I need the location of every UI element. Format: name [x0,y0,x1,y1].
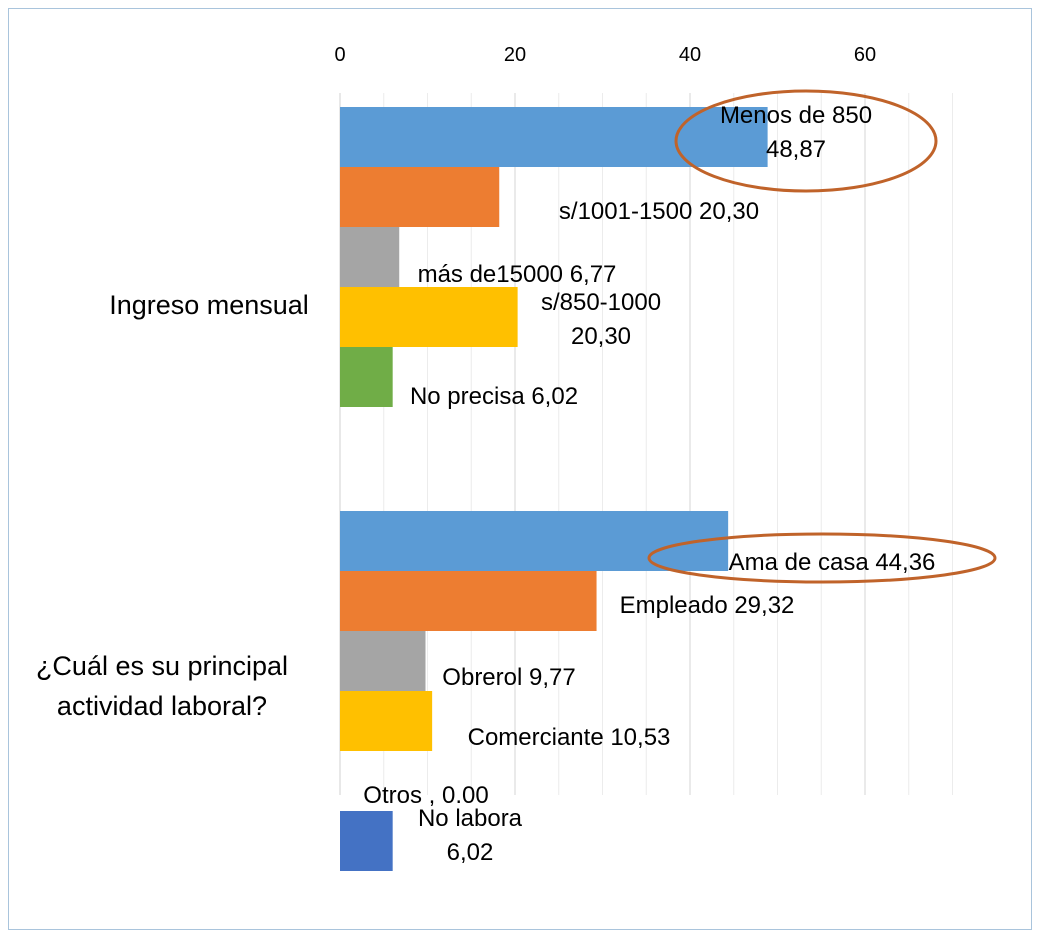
data-label: No labora 6,02 [418,805,523,866]
bar [340,227,400,287]
chart-frame: 0 20 40 60 Ingreso mensual Menos de 850 48,87 s… [8,8,1032,930]
category-label: ¿Cuál es su principal actividad laboral? [36,651,288,721]
bar [340,811,393,871]
bar [340,167,500,227]
data-label: s/1001-1500 20,30 [559,198,759,225]
data-label: Ama de casa 44,36 [729,549,936,576]
data-label: s/850-1000 20,30 [541,289,661,350]
data-label: No precisa 6,02 [410,383,578,410]
data-label: Menos de 850 48,87 [720,102,872,163]
bar [340,631,426,691]
bar [340,347,393,407]
bar [340,691,433,751]
data-label: Empleado 29,32 [620,592,795,619]
data-label: Comerciante 10,53 [468,724,671,751]
x-tick-label: 20 [504,44,526,66]
bar-chart: 0 20 40 60 Ingreso mensual Menos de 850 48,87 s… [36,44,997,871]
highlight-ellipse [647,532,997,584]
data-label: más de15000 6,77 [418,261,617,288]
data-label: Otros , 0.00 [363,782,488,809]
x-tick-label: 0 [334,44,345,66]
bar [340,511,729,571]
category-label: Ingreso mensual [109,290,309,320]
bar [340,571,597,631]
bar [340,107,768,167]
bar [340,287,518,347]
x-tick-label: 60 [854,44,876,66]
data-label: Obrerol 9,77 [442,664,575,691]
highlight-ellipse [674,89,938,193]
x-tick-label: 40 [679,44,701,66]
